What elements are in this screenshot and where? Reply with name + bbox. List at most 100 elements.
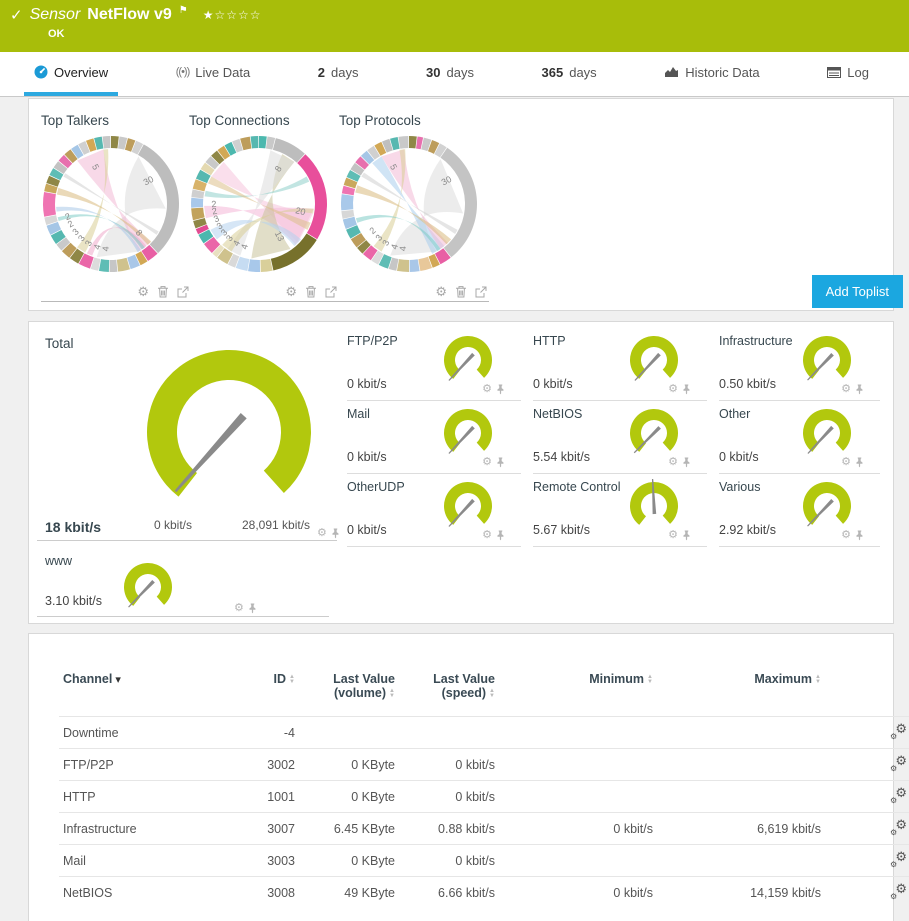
external-link-icon[interactable]	[325, 286, 337, 298]
external-link-icon[interactable]	[177, 286, 189, 298]
cell-channel: HTTP	[59, 780, 225, 813]
gear-icon[interactable]: ⚙	[668, 383, 678, 395]
star-empty-icons[interactable]: ☆☆☆☆	[214, 8, 262, 22]
tab-overview[interactable]: Overview	[24, 52, 119, 96]
tab-log[interactable]: Log	[817, 52, 879, 96]
toplist-icon-row: ⚙	[285, 285, 337, 298]
channel-settings-icon[interactable]: ⚙ ⚙	[890, 817, 907, 837]
add-toplist-button[interactable]: Add Toplist	[811, 275, 903, 308]
pin-icon[interactable]	[855, 529, 864, 541]
column-header-last-value-volume[interactable]: Last Value (volume) ▲ ▼	[333, 672, 395, 700]
column-header-last-value-speed[interactable]: Last Value (speed) ▲ ▼	[433, 672, 495, 700]
star-filled-icon[interactable]: ★	[202, 8, 215, 22]
channels-panel: Channel ▾ ID ▲ ▼ Last Value (volume) ▲ ▼ Last…	[28, 633, 909, 921]
pin-icon[interactable]	[855, 383, 864, 395]
tab-live-data[interactable]: ((•)) Live Data	[166, 52, 260, 96]
tab-label: days	[330, 64, 359, 80]
svg-text:3: 3	[373, 233, 384, 243]
svg-text:2: 2	[66, 218, 75, 229]
gear-icon[interactable]: ⚙	[482, 456, 492, 468]
cell-maximum: 14,159 kbit/s	[657, 876, 825, 908]
gear-icon[interactable]: ⚙	[285, 283, 297, 299]
total-gauge	[147, 350, 312, 497]
gear-icon[interactable]: ⚙	[137, 283, 149, 299]
column-header-maximum[interactable]: Maximum ▲ ▼	[754, 672, 821, 686]
pin-icon[interactable]	[248, 602, 257, 614]
tab-historic-data[interactable]: Historic Data	[654, 52, 769, 96]
gauge-actions: ⚙	[841, 456, 864, 468]
trash-icon[interactable]	[305, 285, 317, 298]
trash-icon[interactable]	[455, 285, 467, 298]
sensor-type-label: Sensor	[29, 6, 81, 23]
gear-icon[interactable]: ⚙	[841, 529, 851, 541]
svg-text:5: 5	[388, 162, 399, 171]
channel-settings-icon[interactable]: ⚙ ⚙	[890, 753, 907, 773]
svg-text:3: 3	[380, 238, 391, 247]
tab-30-days[interactable]: 30 days	[416, 52, 484, 96]
tab-365-days[interactable]: 365 days	[532, 52, 607, 96]
cell-volume: 49 KByte	[299, 876, 399, 908]
gear-icon[interactable]: ⚙	[482, 383, 492, 395]
sort-icon: ▲ ▼	[647, 673, 653, 685]
cell-channel: FTP/P2P	[59, 748, 225, 781]
gauge-label-www: www	[45, 554, 73, 568]
svg-text:30: 30	[440, 174, 454, 188]
gauge-actions: ⚙	[841, 383, 864, 395]
pin-icon[interactable]	[496, 383, 505, 395]
gear-icon[interactable]: ⚙	[482, 529, 492, 541]
channel-settings-icon[interactable]: ⚙ ⚙	[890, 881, 907, 901]
pin-icon[interactable]	[855, 456, 864, 468]
channel-gauge-grid: FTP/P2P 0 kbit/s ⚙ HTTP 0 kbit/s ⚙ Infra…	[347, 328, 892, 547]
gauge-label: Other	[719, 407, 751, 421]
gear-icon[interactable]: ⚙	[234, 602, 244, 614]
gauge	[803, 482, 852, 527]
gauge-value: 2.92 kbit/s	[719, 523, 776, 537]
gauge-value: 0.50 kbit/s	[719, 377, 776, 391]
toplists-panel: Top Talkers 5 30 8 4 4 3 3 3 2 2 ⚙ Top Connection…	[28, 98, 903, 311]
gear-icon[interactable]: ⚙	[668, 456, 678, 468]
gauge	[630, 479, 679, 525]
tab-bar: Overview ((•)) Live Data 2 days 30 days …	[0, 52, 909, 97]
gear-icon[interactable]: ⚙	[435, 283, 447, 299]
cell-minimum: 0 kbit/s	[499, 876, 657, 908]
priority-stars[interactable]: ★☆☆☆☆	[203, 8, 262, 22]
pin-icon[interactable]	[496, 456, 505, 468]
total-gauge-label: Total	[45, 336, 74, 351]
gear-icon[interactable]: ⚙	[668, 529, 678, 541]
cell-volume: 0 KByte	[299, 748, 399, 781]
external-link-icon[interactable]	[475, 286, 487, 298]
column-header-minimum[interactable]: Minimum ▲ ▼	[589, 672, 653, 686]
channel-settings-icon[interactable]: ⚙ ⚙	[890, 785, 907, 805]
svg-text:4: 4	[92, 243, 103, 250]
pin-icon[interactable]	[331, 527, 340, 539]
channel-settings-icon[interactable]: ⚙ ⚙	[890, 721, 907, 741]
tab-2-days[interactable]: 2 days	[308, 52, 369, 96]
toplist-title: Top Connections	[189, 113, 290, 128]
cell-speed: 6.66 kbit/s	[399, 876, 499, 908]
gear-icon[interactable]: ⚙	[317, 527, 327, 539]
svg-text:2: 2	[367, 225, 377, 236]
cell-channel: Downtime	[59, 716, 225, 749]
pin-icon[interactable]	[682, 456, 691, 468]
pin-icon[interactable]	[496, 529, 505, 541]
toplist-icon-row: ⚙	[137, 285, 189, 298]
column-header-channel[interactable]: Channel ▾	[63, 672, 121, 686]
channel-settings-icon[interactable]: ⚙ ⚙	[890, 849, 907, 869]
cell-channel: Mail	[59, 844, 225, 877]
gear-icon[interactable]: ⚙	[841, 383, 851, 395]
cell-id: 3003	[225, 844, 299, 877]
flag-icon[interactable]: ⚑	[178, 4, 188, 16]
tab-label: Historic Data	[685, 64, 760, 80]
gear-icon[interactable]: ⚙	[841, 456, 851, 468]
trash-icon[interactable]	[157, 285, 169, 298]
gauge-actions: ⚙	[482, 529, 505, 541]
pin-icon[interactable]	[682, 529, 691, 541]
gauge-actions-www: ⚙	[234, 602, 257, 614]
column-header-id[interactable]: ID ▲ ▼	[273, 672, 295, 686]
cell-speed: 0 kbit/s	[399, 844, 499, 877]
pin-icon[interactable]	[682, 383, 691, 395]
gauge-value: 0 kbit/s	[533, 377, 573, 391]
